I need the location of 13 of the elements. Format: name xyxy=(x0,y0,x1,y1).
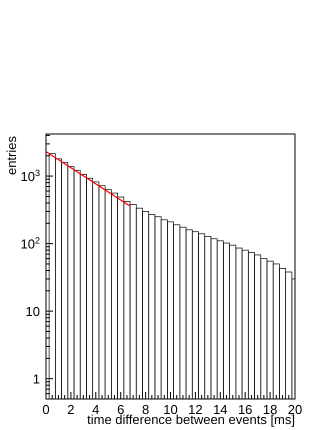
x-tick-label: 0 xyxy=(42,402,50,417)
x-tick-label: 8 xyxy=(142,402,150,417)
y-axis-title: entries xyxy=(4,136,19,176)
x-tick-label: 10 xyxy=(163,402,178,417)
x-tick-label: 4 xyxy=(92,402,100,417)
y-tick-label: 10$^{2}$ xyxy=(20,236,40,252)
x-tick-label: 14 xyxy=(213,402,228,417)
x-tick-label: 2 xyxy=(67,402,75,417)
x-tick-label: 12 xyxy=(188,402,203,417)
y-tick-label: 10$^{3}$ xyxy=(20,168,40,184)
x-tick-label: 16 xyxy=(238,402,252,417)
y-tick-label: 1 xyxy=(32,372,40,387)
y-tick-label: 10 xyxy=(26,304,40,320)
